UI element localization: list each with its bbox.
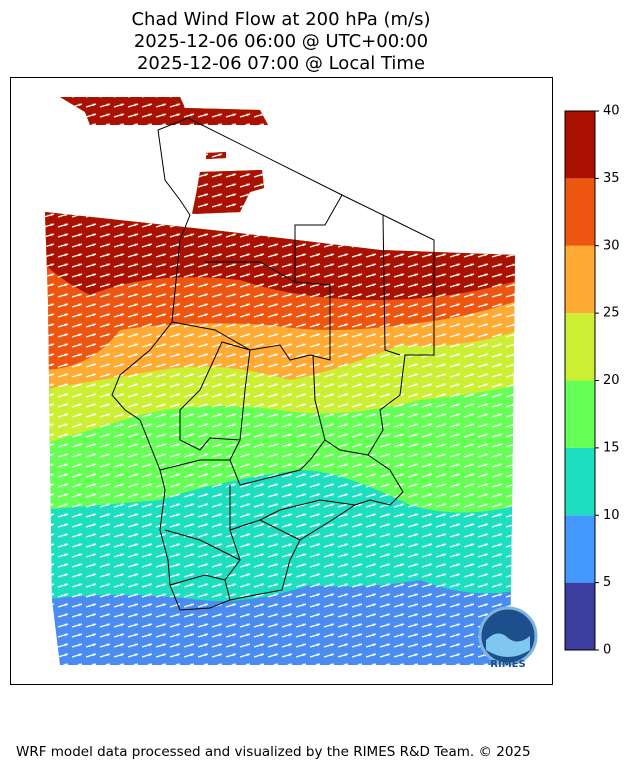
tick-label: 20 — [603, 373, 620, 388]
tick-label: 30 — [603, 238, 620, 253]
colorbar-segment — [565, 515, 595, 583]
tick-label: 40 — [603, 104, 620, 119]
colorbar-segment — [565, 111, 595, 179]
footer: WRF model data processed and visualized … — [16, 744, 531, 760]
tick-label: 15 — [603, 440, 620, 455]
tick-label: 25 — [603, 306, 620, 321]
colorbar-segment — [565, 447, 595, 516]
colorbar-segment — [565, 313, 595, 381]
colorbar-segment — [565, 245, 595, 314]
borders — [111, 117, 435, 611]
colorbar-segment — [565, 380, 595, 448]
title-line: Chad Wind Flow at 200 hPa (m/s) — [131, 9, 430, 30]
colorbar-segment — [565, 582, 595, 650]
colorbar: 0 5 10 15 20 25 30 35 40 — [564, 104, 620, 658]
tick-label: 0 — [603, 643, 611, 658]
title-line: 2025-12-06 07:00 @ Local Time — [137, 53, 425, 74]
colorbar-segment — [565, 178, 595, 246]
wind-field — [45, 97, 515, 665]
tick-label: 35 — [603, 171, 620, 186]
logo: RIMES — [478, 606, 538, 670]
title-line: 2025-12-06 06:00 @ UTC+00:00 — [134, 31, 428, 52]
logo-text: RIMES — [490, 659, 525, 670]
tick-label: 10 — [603, 508, 620, 523]
map-frame — [10, 77, 553, 685]
tick-label: 5 — [603, 575, 611, 590]
